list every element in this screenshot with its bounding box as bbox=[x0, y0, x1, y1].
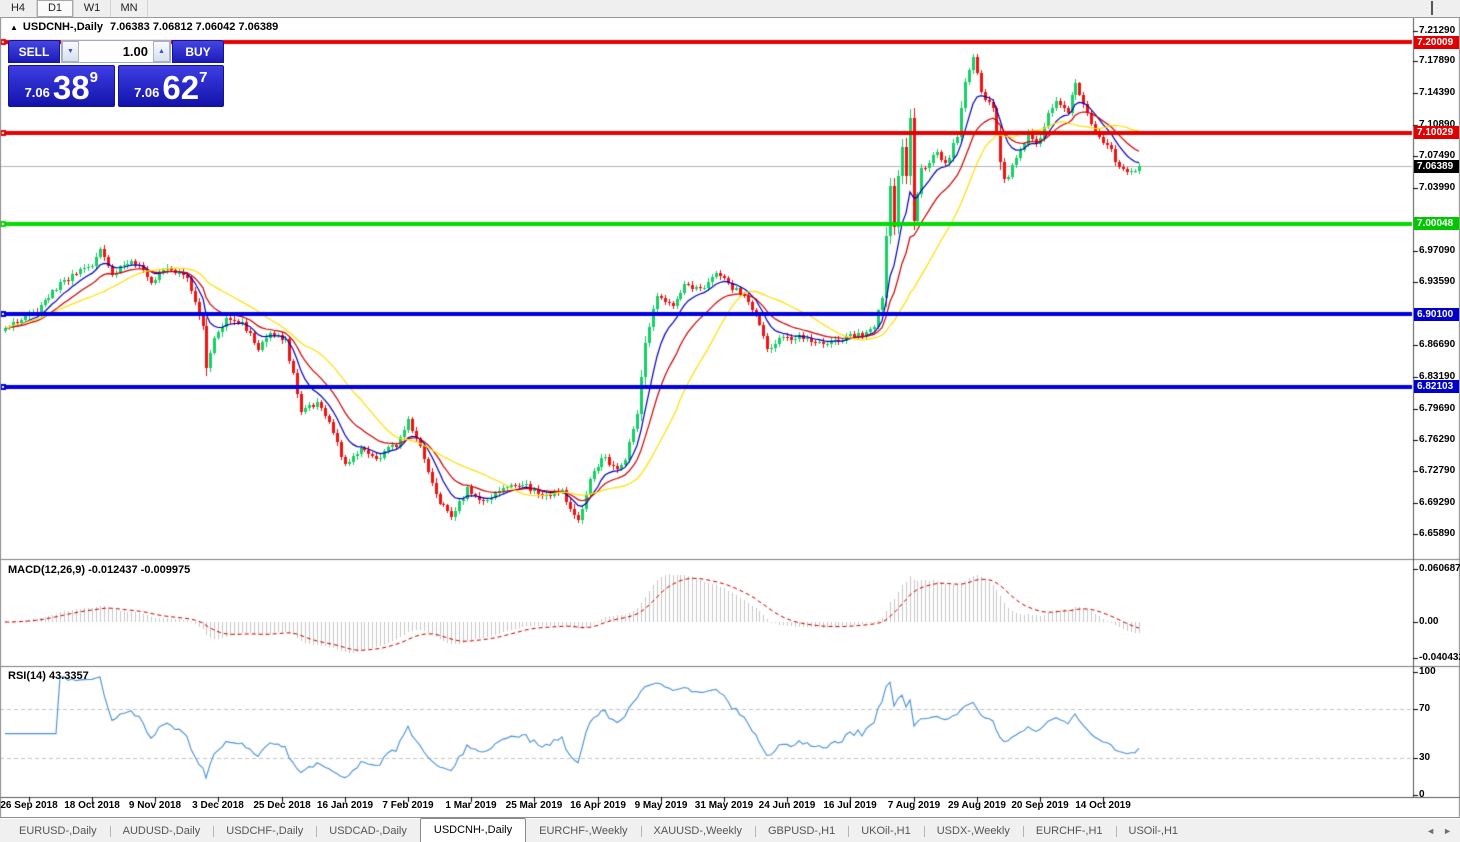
toolbar-divider bbox=[1431, 1, 1433, 15]
date-axis-label: 20 Sep 2019 bbox=[1011, 800, 1069, 811]
price-axis-tick: 6.79690 bbox=[1419, 402, 1456, 414]
tab-scroll-controls: ◄ ► bbox=[1426, 824, 1460, 836]
price-axis-tick: 6.93590 bbox=[1419, 276, 1456, 288]
price-badge: 6.82103 bbox=[1414, 380, 1459, 394]
price-axis-tick: 6.97090 bbox=[1419, 244, 1456, 256]
timeframe-button-MN[interactable]: MN bbox=[111, 0, 148, 17]
chart-tab-usdchf-daily[interactable]: USDCHF-,Daily bbox=[213, 821, 316, 842]
date-axis-label: 3 Dec 2018 bbox=[192, 800, 244, 811]
timeframe-button-W1[interactable]: W1 bbox=[74, 0, 111, 17]
price-axis-tick: 6.86690 bbox=[1419, 339, 1456, 351]
buy-price-pip: 7 bbox=[199, 69, 208, 86]
price-badge: 7.06389 bbox=[1414, 159, 1459, 173]
chart-tab-audusd-daily[interactable]: AUDUSD-,Daily bbox=[109, 821, 214, 842]
chart-tab-bar: EURUSD-,Daily AUDUSD-,Daily USDCHF-,Daily U… bbox=[0, 817, 1460, 842]
timeframe-buttons: H4 D1 W1 MN bbox=[0, 0, 148, 17]
date-axis-label: 16 Jan 2019 bbox=[316, 800, 374, 811]
timeframe-toolbar: H4 D1 W1 MN bbox=[0, 0, 1460, 18]
date-axis-label: 16 Jul 2019 bbox=[823, 800, 877, 811]
volume-box: ▼ 1.00 ▲ bbox=[61, 40, 171, 63]
volume-input[interactable]: 1.00 bbox=[122, 44, 148, 59]
chart-symbol-label: USDCNH-,Daily bbox=[22, 21, 103, 33]
price-badge: 7.00048 bbox=[1414, 217, 1459, 231]
buy-button[interactable]: BUY bbox=[172, 40, 224, 63]
timeframe-button-D1[interactable]: D1 bbox=[37, 0, 74, 17]
collapse-chart-icon[interactable]: ▲ bbox=[10, 22, 18, 32]
chart-tab-usdcnh-daily[interactable]: USDCNH-,Daily bbox=[419, 818, 527, 842]
macd-indicator-label: MACD(12,26,9) -0.012437 -0.009975 bbox=[8, 564, 191, 576]
buy-price-panel[interactable]: 7.06 62 7 bbox=[117, 65, 224, 107]
buy-price-big: 62 bbox=[162, 68, 200, 106]
price-axis-tick: 6.83190 bbox=[1419, 370, 1456, 382]
price-axis-tick: 7.14390 bbox=[1419, 87, 1456, 99]
chart-header: ▲ USDCNH-,Daily 7.06383 7.06812 7.06042 … bbox=[10, 21, 278, 33]
date-axis-label: 24 Jun 2019 bbox=[758, 800, 816, 811]
date-axis-label: 31 May 2019 bbox=[694, 800, 754, 811]
one-click-trading-widget: SELL ▼ 1.00 ▲ BUY 7.06 38 9 7.06 62 7 bbox=[8, 40, 224, 107]
rsi-indicator-label: RSI(14) 43.3357 bbox=[8, 670, 89, 682]
price-badge: 7.20009 bbox=[1414, 35, 1459, 49]
price-axis-tick: 6.69290 bbox=[1419, 497, 1456, 509]
date-axis-label: 9 Nov 2018 bbox=[128, 800, 182, 811]
rsi-axis-tick: 30 bbox=[1419, 752, 1431, 764]
chart-tab-usdcad-daily[interactable]: USDCAD-,Daily bbox=[316, 821, 420, 842]
date-axis-label: 18 Oct 2018 bbox=[64, 800, 120, 811]
rsi-axis-tick: 0 bbox=[1419, 789, 1425, 801]
price-axis-tick: 7.10890 bbox=[1419, 119, 1456, 131]
price-axis-tick: 6.65890 bbox=[1419, 528, 1456, 540]
price-axis-tick: 6.76290 bbox=[1419, 433, 1456, 445]
chart-tab-xauusd-weekly[interactable]: XAUUSD-,Weekly bbox=[640, 821, 755, 842]
timeframe-button-H4[interactable]: H4 bbox=[0, 0, 37, 17]
chart-tab-eurchf-weekly[interactable]: EURCHF-,Weekly bbox=[539, 825, 628, 837]
date-axis-label: 16 Apr 2019 bbox=[570, 800, 626, 811]
date-axis-label: 29 Aug 2019 bbox=[948, 800, 1006, 811]
rsi-axis-tick: 100 bbox=[1419, 666, 1436, 677]
date-axis-label: 25 Dec 2018 bbox=[253, 800, 311, 811]
macd-axis-tick: -0.040432 bbox=[1419, 651, 1460, 663]
price-axis-tick: 6.72790 bbox=[1419, 465, 1456, 477]
volume-decrease-button[interactable]: ▼ bbox=[62, 41, 79, 62]
chart-tab-ukoil-h1[interactable]: UKOil-,H1 bbox=[848, 821, 924, 842]
price-axis-tick: 7.07490 bbox=[1419, 149, 1456, 161]
price-badge: 7.10029 bbox=[1414, 126, 1459, 140]
date-axis-label: 1 Mar 2019 bbox=[445, 800, 497, 811]
price-badge: 6.90100 bbox=[1414, 307, 1459, 321]
chart-ohlc-values: 7.06383 7.06812 7.06042 7.06389 bbox=[110, 21, 279, 33]
volume-increase-button[interactable]: ▲ bbox=[153, 41, 170, 62]
date-axis-label: 25 Mar 2019 bbox=[505, 800, 563, 811]
macd-axis-tick: 0.060687 bbox=[1419, 562, 1460, 574]
price-axis-tick: 7.03990 bbox=[1419, 181, 1456, 193]
sell-price-panel[interactable]: 7.06 38 9 bbox=[8, 65, 115, 107]
chart-tab-usdx-weekly[interactable]: USDX-,Weekly bbox=[923, 821, 1023, 842]
price-axis-tick: 7.21290 bbox=[1419, 24, 1456, 36]
date-axis-label: 14 Oct 2019 bbox=[1075, 800, 1131, 811]
macd-axis-tick: 0.00 bbox=[1419, 616, 1439, 627]
tab-scroll-right-icon[interactable]: ► bbox=[1443, 826, 1452, 836]
tab-scroll-left-icon[interactable]: ◄ bbox=[1426, 826, 1436, 836]
chart-tab-gbpusd-h1[interactable]: GBPUSD-,H1 bbox=[754, 821, 848, 842]
buy-price-prefix: 7.06 bbox=[134, 85, 160, 100]
chart-tab-eurusd-daily[interactable]: EURUSD-,Daily bbox=[19, 825, 97, 837]
chart-tabs: EURUSD-,Daily AUDUSD-,Daily USDCHF-,Daily U… bbox=[6, 818, 1191, 842]
sell-button[interactable]: SELL bbox=[8, 40, 60, 63]
date-axis-label: 26 Sep 2018 bbox=[0, 800, 58, 811]
date-axis-label: 9 May 2019 bbox=[634, 800, 688, 811]
sell-price-pip: 9 bbox=[89, 69, 98, 86]
sell-price-prefix: 7.06 bbox=[24, 85, 50, 100]
price-axis-tick: 7.17890 bbox=[1419, 55, 1456, 67]
rsi-axis-tick: 70 bbox=[1419, 702, 1431, 714]
date-axis-label: 7 Feb 2019 bbox=[382, 800, 434, 811]
chart-tab-usoil-h1[interactable]: USOil-,H1 bbox=[1115, 821, 1192, 842]
date-axis-label: 7 Aug 2019 bbox=[887, 800, 941, 811]
chart-tab-eurchf-h1[interactable]: EURCHF-,H1 bbox=[1022, 821, 1116, 842]
sell-price-big: 38 bbox=[52, 68, 90, 106]
